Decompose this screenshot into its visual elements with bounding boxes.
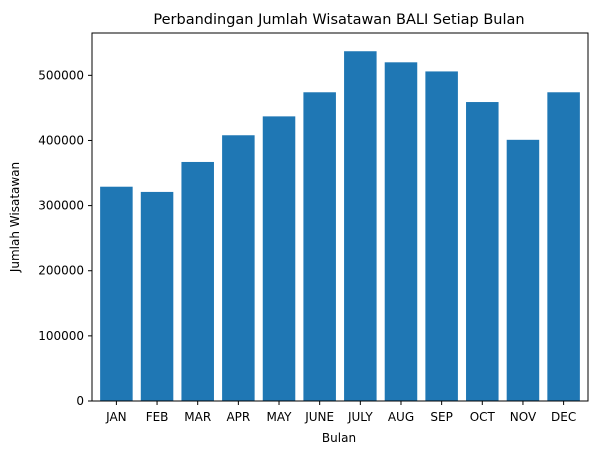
plot-frame [91, 32, 589, 402]
bar-june [303, 92, 336, 401]
x-tick-label: FEB [146, 410, 169, 424]
x-tick-label: APR [226, 410, 250, 424]
x-tick-label: NOV [510, 410, 537, 424]
bar-oct [466, 102, 499, 401]
x-tick-label: JUNE [304, 410, 334, 424]
bar-aug [384, 62, 418, 402]
y-tick-label: 500000 [38, 68, 84, 82]
x-tick-label: DEC [551, 410, 576, 424]
x-axis-label: Bulan [322, 431, 356, 445]
x-tick-label: JAN [105, 410, 127, 424]
bar-dec [547, 92, 580, 401]
bar-apr [222, 135, 255, 401]
y-tick-label: 400000 [38, 133, 84, 147]
x-tick-label: AUG [388, 410, 414, 424]
x-axis-ticks: JAN FEB MAR APR MAY JUNE JULY AUG SEP OCT NOV DEC [105, 401, 576, 424]
y-tick-label: 100000 [38, 329, 84, 343]
bar-feb [140, 191, 174, 401]
x-tick-label: OCT [470, 410, 496, 424]
y-axis-label: Jumlah Wisatawan [8, 162, 22, 273]
bars-group [100, 51, 580, 402]
chart-title: Perbandingan Jumlah Wisatawan BALI Setia… [153, 12, 524, 28]
bar-mar [181, 161, 214, 401]
bar-july [344, 51, 377, 401]
bar-sep [425, 71, 458, 402]
y-tick-label: 300000 [38, 199, 84, 213]
y-tick-label: 200000 [38, 264, 84, 278]
bar-may [262, 116, 296, 402]
y-axis-ticks: 0 100000 200000 300000 400000 500000 [38, 68, 92, 408]
y-tick-label: 0 [76, 394, 84, 408]
bar-jan [100, 186, 133, 401]
x-tick-label: MAY [267, 410, 293, 424]
bar-nov [506, 139, 540, 402]
x-tick-label: JULY [347, 410, 373, 424]
x-tick-label: SEP [430, 410, 452, 424]
x-tick-label: MAR [184, 410, 211, 424]
